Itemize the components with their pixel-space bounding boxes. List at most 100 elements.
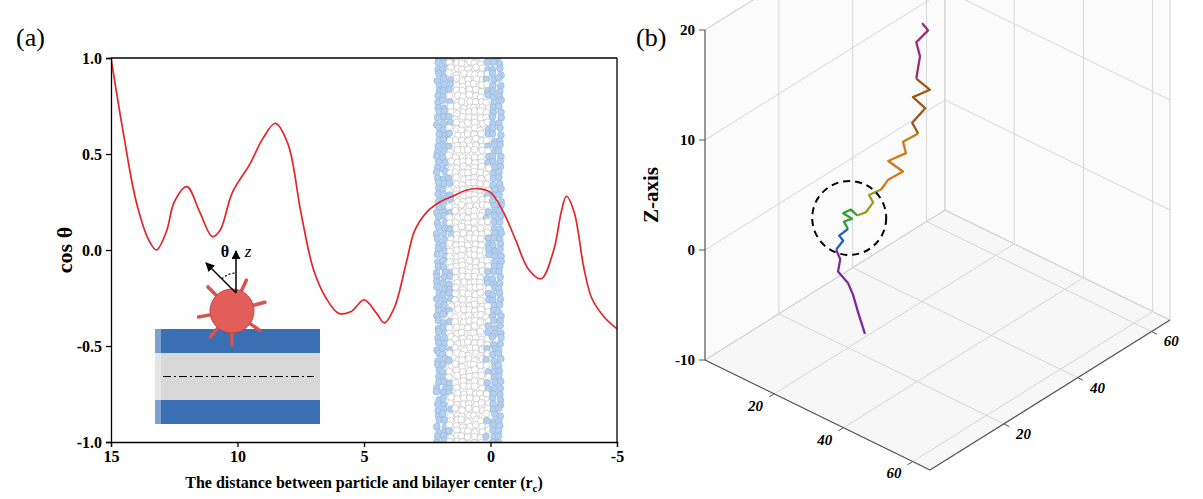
bilayer-bead <box>454 372 461 379</box>
bilayer-bead <box>495 405 502 412</box>
z-axis-line <box>704 30 705 360</box>
x-axis-line <box>705 360 930 470</box>
bilayer-bead <box>484 218 491 225</box>
grid-wall-x <box>1083 0 1084 278</box>
bilayer-bead <box>452 268 459 275</box>
z-axis-title: Z-axis <box>639 167 663 223</box>
bilayer-bead <box>440 311 447 318</box>
y-tick-label: -1.0 <box>77 434 102 451</box>
y-axis-line <box>930 320 1170 470</box>
grid-wall-z <box>705 100 945 250</box>
bilayer-bead <box>491 253 498 260</box>
x-tick-label: 20 <box>747 398 764 414</box>
highlight-circle <box>812 181 886 255</box>
bilayer-bead <box>448 158 455 165</box>
bilayer-bead <box>453 284 460 291</box>
bilayer-bead <box>458 201 465 208</box>
bilayer-bead <box>483 410 490 417</box>
bilayer-bead <box>497 355 504 362</box>
bilayer-bead <box>484 417 491 424</box>
x-axis-line <box>112 443 618 448</box>
bilayer-bead <box>435 224 442 231</box>
x-tick-label: 5 <box>361 448 369 465</box>
y-axis-line <box>106 59 112 443</box>
bilayer-bead <box>496 219 503 226</box>
bilayer-bead <box>434 251 441 258</box>
bilayer-bead <box>465 405 472 412</box>
bilayer-bead <box>441 417 448 424</box>
bilayer-bead <box>489 334 496 341</box>
grid-wall-z <box>945 0 1170 100</box>
trajectory-segment <box>836 229 848 250</box>
grid-floor-x <box>774 244 1014 394</box>
bilayer-bead <box>446 86 453 93</box>
bilayer-bead <box>446 180 453 187</box>
x-tick: 0 <box>487 442 495 465</box>
bilayer-bead <box>490 59 497 66</box>
theta-label: θ <box>221 243 229 260</box>
z-tick-label: 0 <box>688 242 696 258</box>
x-tick-mark <box>769 394 774 397</box>
bilayer-bead <box>471 179 478 186</box>
bilayer-bead <box>495 174 502 181</box>
y-tick-mark <box>1078 378 1083 381</box>
x-axis-title-end: ) <box>537 474 542 492</box>
left-pane <box>705 0 945 360</box>
bilayer-bead <box>435 59 442 66</box>
bilayer-bead <box>440 191 447 198</box>
bilayer-bead <box>471 168 478 175</box>
x-tick: 5 <box>361 442 369 465</box>
grid-floor-x <box>843 278 1083 428</box>
bilayer-bead <box>433 439 440 442</box>
bilayer-bead <box>434 401 441 408</box>
right-pane <box>945 0 1170 320</box>
grid-wall-z <box>705 210 945 360</box>
inset: θz <box>155 242 320 424</box>
bilayer-bead <box>485 323 492 330</box>
series-line <box>111 58 617 329</box>
bilayer-bead <box>498 334 505 341</box>
slab-bottom <box>155 400 320 424</box>
slab-side <box>155 329 161 424</box>
bilayer-bead <box>471 196 478 203</box>
bilayer-bead <box>471 301 478 308</box>
bilayer-bead <box>446 438 453 442</box>
x-tick-label: -5 <box>611 448 624 465</box>
panel-label: (b) <box>636 23 666 52</box>
bilayer-bead <box>446 357 453 364</box>
x-tick-label: 40 <box>816 432 833 448</box>
bilayer-bead <box>434 284 441 291</box>
bilayer-bead <box>497 274 504 281</box>
z-arrow <box>235 251 237 293</box>
trajectory <box>836 23 930 334</box>
bilayer-bead <box>472 421 479 428</box>
x-tick-mark <box>908 462 913 465</box>
x-tick-mark <box>617 442 618 447</box>
bilayer-bead <box>465 158 472 165</box>
y-tick-mark <box>106 154 111 155</box>
bilayer-bead <box>497 125 504 132</box>
z-tick-mark <box>699 30 705 31</box>
y-tick-label: 20 <box>1015 426 1032 442</box>
bilayer-bead <box>471 219 478 226</box>
bilayer-bead <box>440 230 447 237</box>
bilayer-bead <box>477 235 484 242</box>
bilayer-bead <box>478 399 485 406</box>
bilayer-bead <box>459 113 466 120</box>
x-tick-label: 10 <box>230 448 246 465</box>
grid-floor-y <box>927 222 1152 332</box>
x-axis: 151050-5 <box>104 442 625 465</box>
y-tick: 0.0 <box>82 242 111 259</box>
bilayer-bead <box>477 225 484 232</box>
z-tick-label: -10 <box>675 352 695 368</box>
figure: θz151050-5-1.0-0.50.00.51.0cos θThe dist… <box>0 0 1203 499</box>
bilayer-bead <box>439 97 446 104</box>
bilayer-bead <box>440 395 447 402</box>
panel-label: (a) <box>16 23 45 52</box>
bilayer-bead <box>489 130 496 137</box>
z-tick-mark <box>699 140 705 141</box>
y-axis: -1.0-0.50.00.51.0 <box>77 50 112 451</box>
bilayer-bead <box>433 388 440 395</box>
x-tick-mark <box>838 428 843 431</box>
y-tick: 0.5 <box>82 146 111 163</box>
